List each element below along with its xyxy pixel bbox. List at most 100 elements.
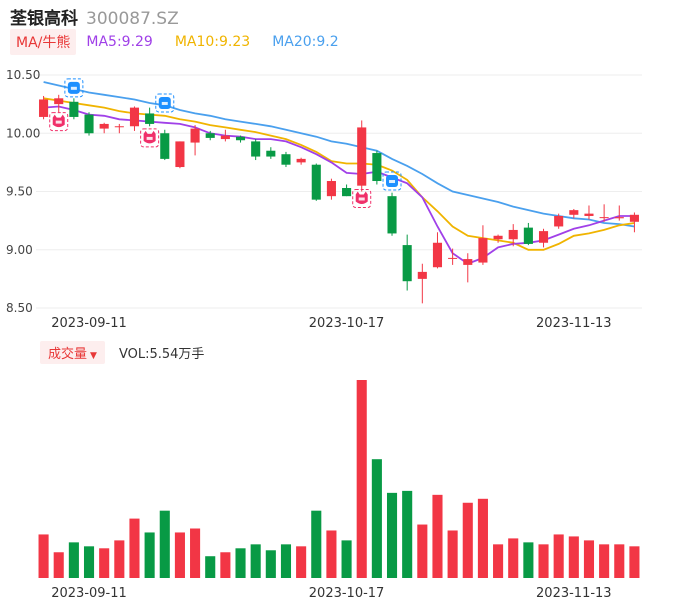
candle <box>417 263 427 304</box>
volume-bar <box>493 544 504 578</box>
volume-indicator-selector[interactable]: 成交量 ▼ <box>40 340 105 364</box>
candle <box>114 123 124 134</box>
x-tick-label: 2023-11-13 <box>536 316 612 331</box>
volume-bar <box>629 546 640 578</box>
candle-body <box>69 101 79 117</box>
bear-signal-icon <box>382 171 402 191</box>
candle-body <box>629 214 639 222</box>
bull-signal-icon <box>352 188 372 208</box>
x-tick-label: 2023-10-17 <box>309 316 385 331</box>
candle <box>569 208 579 219</box>
candle-body <box>114 126 124 128</box>
x-tick-label: 2023-11-13 <box>536 586 612 601</box>
stock-name: 荃银高科 <box>10 9 78 29</box>
candle-body <box>463 259 473 265</box>
volume-bar <box>402 490 413 578</box>
candle <box>326 178 336 200</box>
candle-body <box>235 136 246 141</box>
ma-legend: MA/牛熊 MA5:9.29 MA10:9.23 MA20:9.2 <box>10 29 361 55</box>
candle <box>493 234 503 243</box>
volume-bar <box>205 556 216 578</box>
candle-body <box>99 123 109 129</box>
volume-bar <box>129 518 140 578</box>
candle <box>266 147 276 159</box>
candle <box>402 234 412 291</box>
candle-body <box>584 213 594 216</box>
volume-bar <box>614 544 625 578</box>
candle-body <box>508 229 518 240</box>
candle <box>251 139 261 161</box>
candle-body <box>372 153 382 182</box>
volume-bar <box>538 544 549 578</box>
signal-glyph <box>55 120 62 124</box>
volume-bar <box>235 548 246 578</box>
candle-body <box>281 154 291 165</box>
y-tick-label: 10.00 <box>6 126 40 140</box>
candle-body <box>54 98 64 105</box>
candle-body <box>145 113 155 124</box>
volume-legend: 成交量 ▼ VOL:5.54万手 <box>40 340 204 364</box>
candle-body <box>417 271 427 279</box>
signal-frame <box>155 93 175 113</box>
candle <box>281 151 291 168</box>
candle <box>478 225 488 265</box>
volume-bar <box>159 510 170 578</box>
candle <box>296 157 306 165</box>
volume-bar <box>38 534 49 578</box>
candle-body <box>478 238 488 263</box>
candle <box>357 120 367 192</box>
volume-bar <box>296 546 307 578</box>
volume-bar <box>68 542 79 578</box>
volume-bar <box>553 534 564 578</box>
signal-frame <box>140 128 160 148</box>
volume-bar <box>83 546 95 578</box>
candle-body <box>160 133 170 159</box>
candles <box>39 94 639 304</box>
candle-body <box>432 242 443 268</box>
signal-frame <box>64 78 84 98</box>
candle <box>523 222 533 246</box>
candle-body <box>220 135 230 140</box>
candle <box>599 204 609 222</box>
candle <box>538 228 549 248</box>
y-tick-label: 10.50 <box>6 68 40 82</box>
signal-frame <box>49 112 69 132</box>
candle-body <box>357 127 367 186</box>
y-tick-label: 9.50 <box>6 185 33 199</box>
candle-body <box>523 227 533 244</box>
ma10-line <box>43 97 635 251</box>
volume-bar <box>568 536 579 578</box>
candle-body <box>493 235 503 240</box>
candle <box>463 253 473 283</box>
candle <box>432 232 443 269</box>
candle <box>99 122 109 134</box>
price-axis: 10.50 10.00 9.50 9.00 8.50 <box>6 68 40 315</box>
volume-bar <box>326 530 337 578</box>
volume-bar <box>447 530 458 578</box>
candle <box>129 106 140 131</box>
candle-body <box>84 114 94 134</box>
candle-body <box>387 196 397 234</box>
x-tick-label: 2023-09-11 <box>51 586 127 601</box>
candle-body <box>448 257 458 259</box>
y-tick-label: 8.50 <box>6 301 33 315</box>
candle-body <box>614 217 624 219</box>
volume-bar <box>144 532 155 578</box>
candle <box>554 213 564 229</box>
volume-bar <box>250 544 261 578</box>
candle <box>235 135 246 143</box>
ma-type-selector[interactable]: MA/牛熊 <box>10 29 77 55</box>
candle <box>175 141 185 169</box>
ma20-label: MA20:9.2 <box>272 34 339 50</box>
volume-bar <box>508 538 519 578</box>
volume-bar <box>599 544 610 578</box>
volume-bar <box>311 510 322 578</box>
x-tick-label: 2023-10-17 <box>309 586 385 601</box>
bear-signal-icon <box>64 78 84 98</box>
candle <box>205 130 215 141</box>
candle-body <box>175 141 185 168</box>
bull-signal-icon <box>49 112 69 132</box>
candle <box>39 95 49 120</box>
price-date-axis: 2023-09-11 2023-10-17 2023-11-13 <box>51 316 611 331</box>
